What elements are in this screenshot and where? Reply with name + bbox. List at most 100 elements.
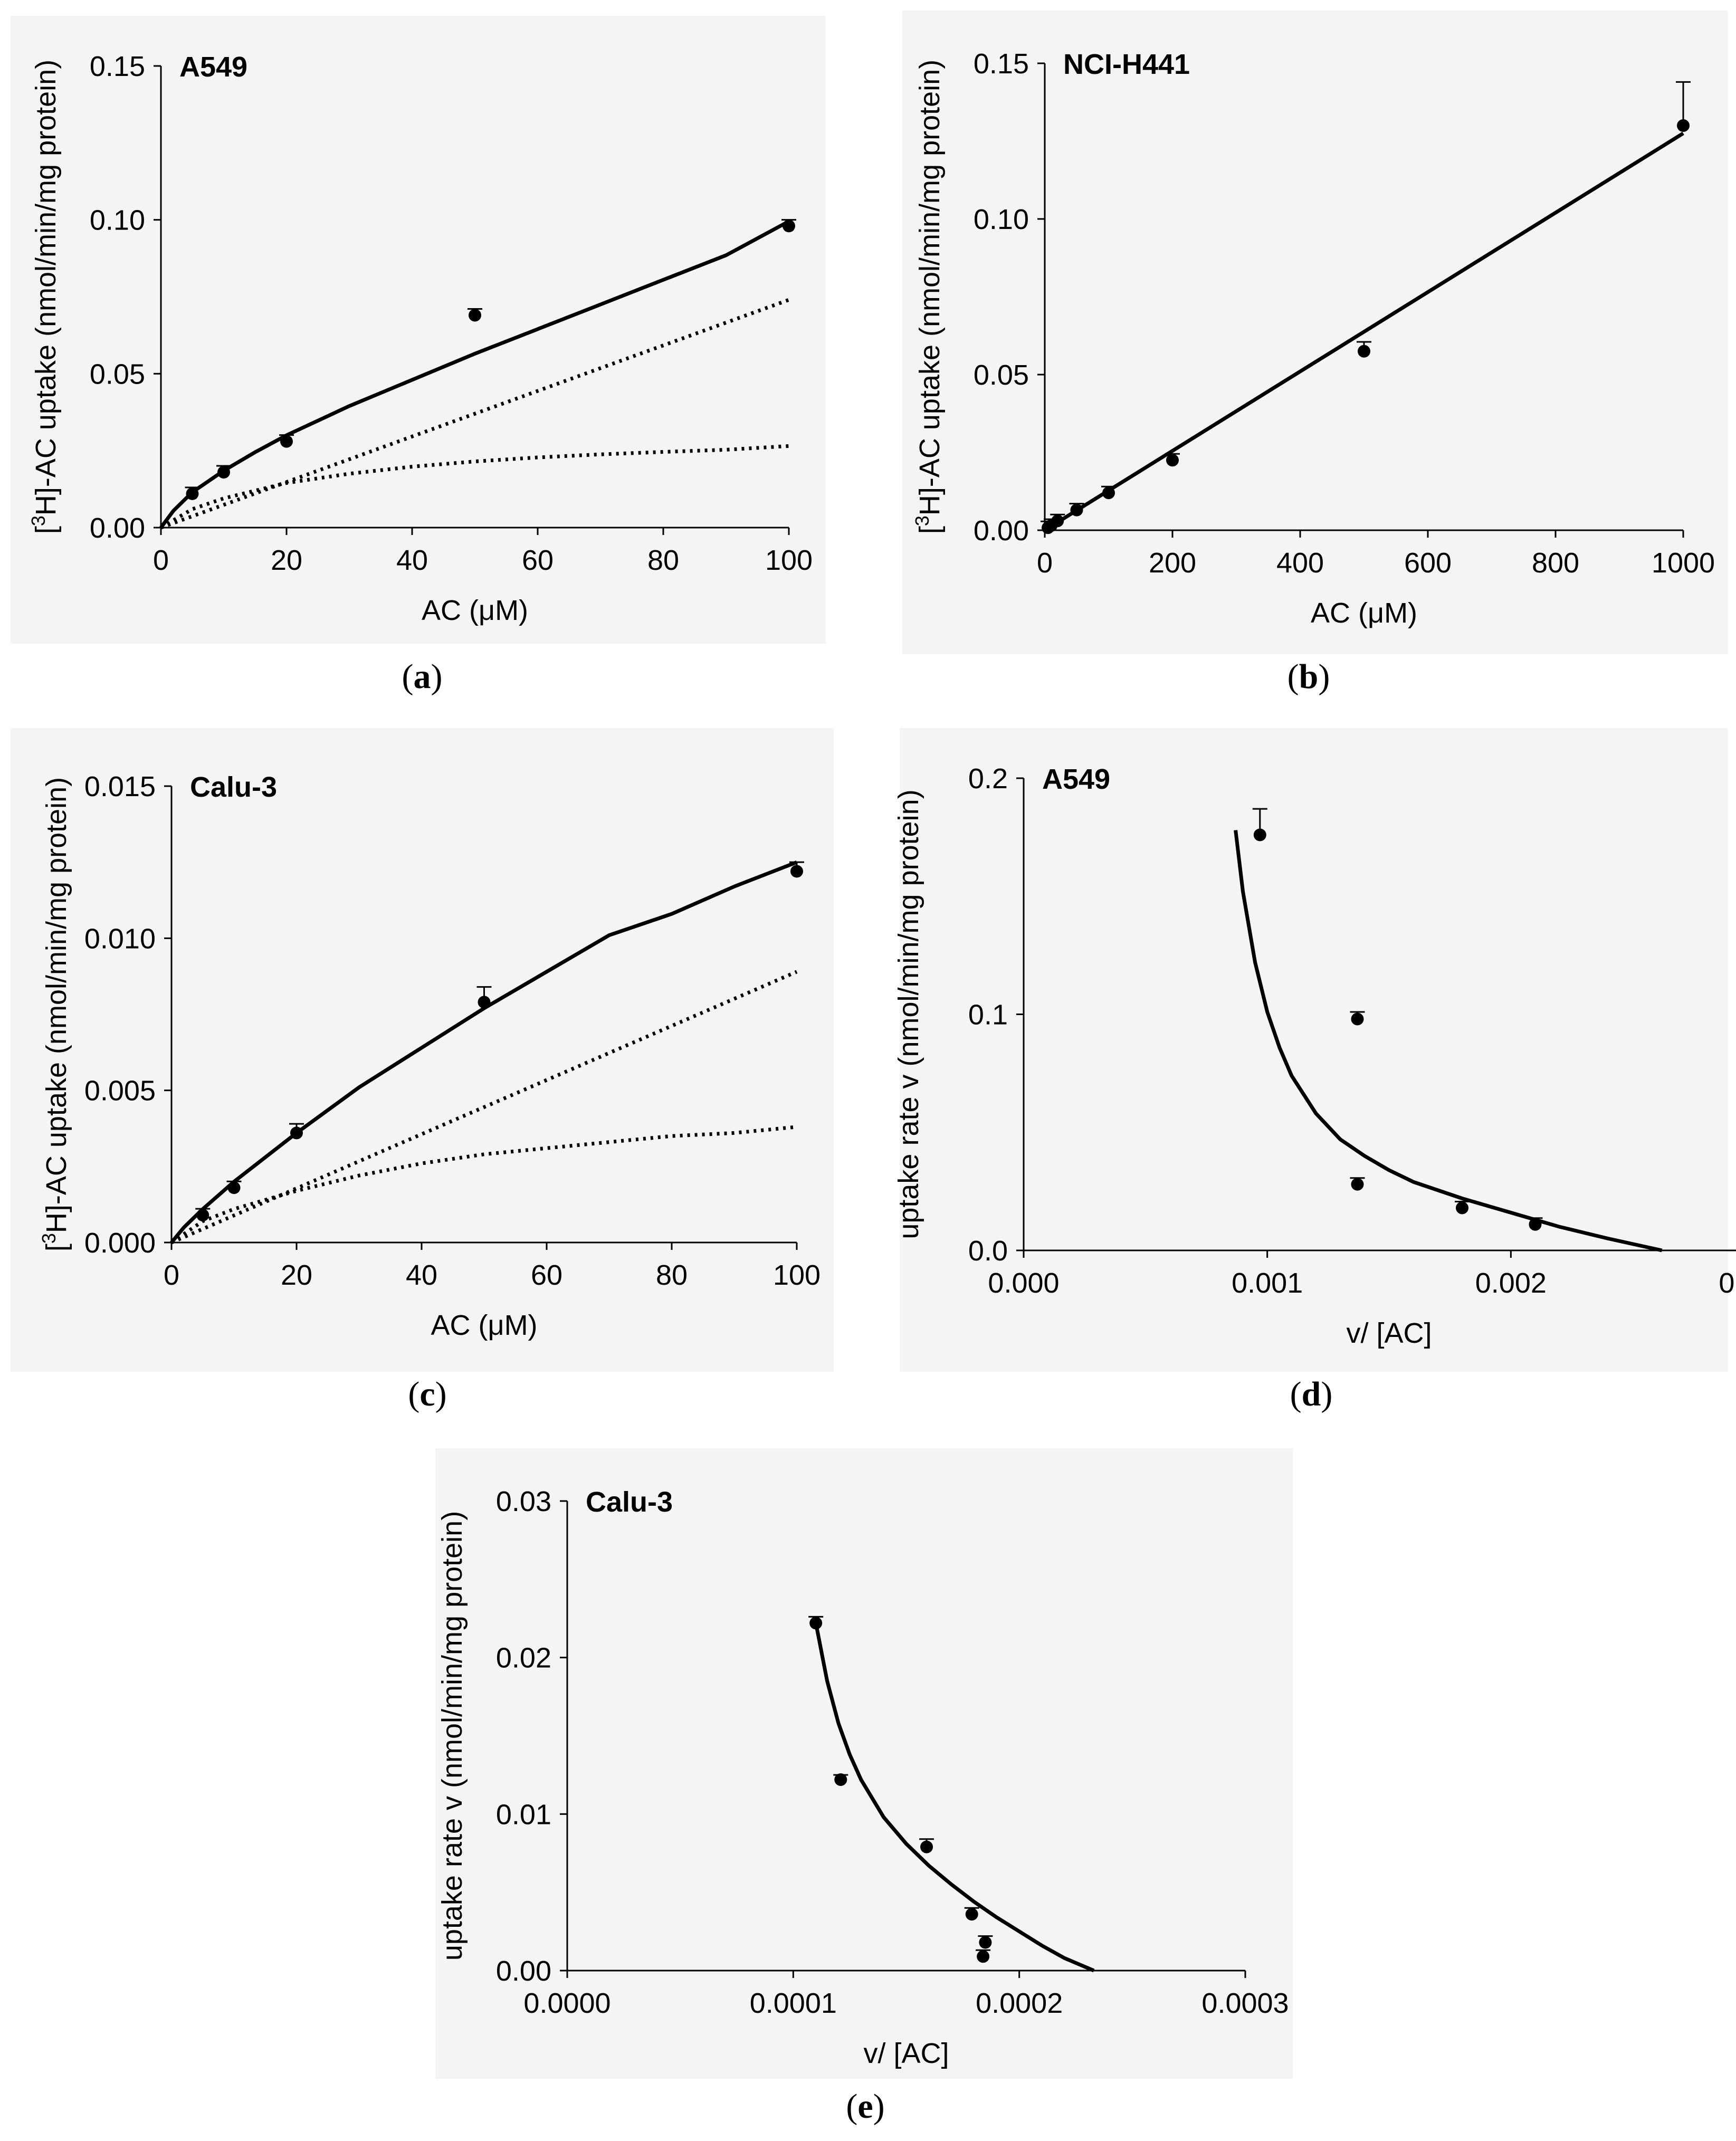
chart-d-y-axis-label: uptake rate v (nmol/min/mg protein) <box>893 789 924 1239</box>
chart-b-data-point <box>1102 486 1115 500</box>
chart-c-x-tick-label: 100 <box>773 1259 821 1291</box>
chart-b-x-tick-label: 600 <box>1404 547 1452 579</box>
chart-d-x-tick-label: 0.000 <box>988 1267 1059 1299</box>
chart-e-y-axis-label: uptake rate v (nmol/min/mg protein) <box>436 1511 468 1961</box>
chart-d-cell-line-label: A549 <box>1042 763 1110 795</box>
chart-c-cell-line-label: Calu-3 <box>190 771 277 803</box>
chart-c-x-axis-label: AC (μM) <box>431 1310 537 1341</box>
chart-d-data-point <box>1351 1012 1364 1026</box>
chart-a-data-point <box>186 487 199 500</box>
chart-a-x-tick-label: 40 <box>396 544 428 576</box>
chart-a-x-axis-label: AC (μM) <box>422 595 528 626</box>
chart-d: 0.000 0.001 0.002 0.003 0.0 0.1 0.2 v/ [AC] upta… <box>893 763 1736 1349</box>
chart-a-data-point <box>469 309 481 322</box>
chart-a-x-tick-label: 80 <box>647 544 679 576</box>
chart-e: 0.0000 0.0001 0.0002 0.0003 0.00 0.01 0.02 0.03… <box>436 1486 1289 2069</box>
chart-c-series-total-fit <box>170 860 798 1244</box>
chart-a-y-tick-label: 0.15 <box>90 51 145 82</box>
chart-a-data-point <box>783 219 795 233</box>
chart-c-series-linear-component <box>170 970 798 1245</box>
chart-b-y-tick-label: 0.15 <box>974 48 1029 80</box>
chart-d-x-tick-label: 0.003 <box>1719 1267 1736 1299</box>
chart-c-data-point <box>227 1181 241 1194</box>
chart-b-y-axis-label: [3H]-AC uptake (nmol/min/mg protein) <box>911 60 946 534</box>
chart-c-x-tick-label: 40 <box>406 1259 437 1291</box>
chart-e-x-tick-label: 0.0003 <box>1201 1987 1289 2019</box>
chart-b-x-tick-label: 800 <box>1532 547 1579 579</box>
chart-c-data-point <box>478 996 491 1009</box>
chart-b-x-tick-label: 1000 <box>1652 547 1715 579</box>
chart-e-y-tick-label: 0.03 <box>496 1486 551 1517</box>
chart-c-y-tick-label: 0.010 <box>84 923 156 954</box>
chart-c-data-point <box>290 1126 303 1140</box>
chart-e-data-point <box>809 1617 823 1630</box>
chart-e-data-point <box>965 1908 978 1921</box>
chart-e-data-point <box>977 1950 990 1963</box>
chart-d-y-tick-label: 0.1 <box>968 999 1008 1031</box>
chart-d-x-tick-label: 0.001 <box>1232 1267 1303 1299</box>
caption-a: (a) <box>402 657 443 696</box>
chart-b-x-axis-label: AC (μM) <box>1311 597 1417 629</box>
chart-d-data-point <box>1529 1218 1542 1231</box>
chart-panel-c: 0 20 40 60 80 100 0.000 0.005 0.010 0.015 AC (μM) [… <box>11 728 834 1372</box>
chart-e-series-fit <box>814 1622 1095 1973</box>
chart-panel-e: 0.0000 0.0001 0.0002 0.0003 0.00 0.01 0.02 0.03… <box>435 1448 1293 2079</box>
chart-b-y-tick-label: 0.00 <box>974 515 1029 547</box>
chart-a-y-tick-label: 0.05 <box>90 358 145 390</box>
chart-c-x-tick-label: 20 <box>281 1259 312 1291</box>
chart-e-cell-line-label: Calu-3 <box>586 1486 673 1518</box>
chart-c-series-saturable-component <box>170 1125 797 1244</box>
chart-e-y-tick-label: 0.02 <box>496 1642 551 1674</box>
chart-panel-a: 0 20 40 60 80 100 0.00 0.05 0.10 0.15 AC (μM) [3H]-… <box>11 16 826 644</box>
chart-e-data-point <box>834 1773 847 1786</box>
chart-a-cell-line-label: A549 <box>179 51 247 83</box>
caption-d: (d) <box>1290 1375 1333 1413</box>
chart-a-x-tick-label: 20 <box>271 544 302 576</box>
chart-c-x-tick-label: 0 <box>164 1259 179 1291</box>
chart-b-cell-line-label: NCI-H441 <box>1063 49 1190 80</box>
chart-e-y-tick-label: 0.00 <box>496 1955 551 1987</box>
chart-a-series-saturable-component <box>160 444 789 530</box>
chart-panel-d: 0.000 0.001 0.002 0.003 0.0 0.1 0.2 v/ [AC] upta… <box>893 728 1736 1372</box>
chart-a-x-tick-label: 0 <box>153 544 169 576</box>
chart-a-data-point <box>217 466 230 479</box>
chart-d-data-point <box>1456 1201 1468 1215</box>
chart-b-x-tick-label: 0 <box>1037 547 1053 579</box>
chart-a-y-axis-label: [3H]-AC uptake (nmol/min/mg protein) <box>27 60 62 534</box>
chart-d-y-tick-label: 0.0 <box>968 1235 1008 1267</box>
chart-b-x-tick-label: 400 <box>1276 547 1324 579</box>
chart-e-y-tick-label: 0.01 <box>496 1799 551 1830</box>
chart-b: 0 200 400 600 800 1000 0.00 0.05 0.10 0.15 AC (μM)… <box>911 48 1715 629</box>
chart-e-x-tick-label: 0.0001 <box>750 1987 837 2019</box>
chart-c-y-tick-label: 0.015 <box>84 771 156 802</box>
chart-e-data-point <box>979 1936 992 1949</box>
chart-e-x-tick-label: 0.0000 <box>523 1987 611 2019</box>
chart-b-y-tick-label: 0.05 <box>974 359 1029 391</box>
chart-d-x-tick-label: 0.002 <box>1475 1267 1547 1299</box>
chart-c-y-axis-label: [3H]-AC uptake (nmol/min/mg protein) <box>38 777 73 1251</box>
caption-b: (b) <box>1287 657 1330 696</box>
chart-b-data-point <box>1051 514 1064 528</box>
chart-panel-b: 0 200 400 600 800 1000 0.00 0.05 0.10 0.15 AC (μM)… <box>902 11 1728 654</box>
chart-a-y-tick-label: 0.10 <box>90 205 145 236</box>
chart-c-x-tick-label: 80 <box>656 1259 688 1291</box>
chart-e-data-point <box>920 1840 933 1853</box>
chart-b-series-linear-fit <box>1044 131 1684 532</box>
chart-a-data-point <box>280 435 293 448</box>
chart-a-x-tick-label: 100 <box>765 544 813 576</box>
caption-c: (c) <box>408 1375 447 1413</box>
chart-d-data-point <box>1253 828 1266 842</box>
chart-a-series-linear-component <box>160 298 790 530</box>
chart-c-y-tick-label: 0.000 <box>84 1227 156 1259</box>
chart-c-y-tick-label: 0.005 <box>84 1075 156 1107</box>
chart-c-data-point <box>790 865 803 878</box>
chart-c-data-point <box>196 1209 209 1222</box>
chart-d-y-tick-label: 0.2 <box>968 763 1008 795</box>
chart-b-x-tick-label: 200 <box>1149 547 1196 579</box>
chart-d-x-axis-label: v/ [AC] <box>1346 1317 1432 1349</box>
chart-a-y-tick-label: 0.00 <box>90 512 145 544</box>
chart-a: 0 20 40 60 80 100 0.00 0.05 0.10 0.15 AC (μM) [3H]-… <box>27 51 813 626</box>
chart-e-x-tick-label: 0.0002 <box>976 1987 1063 2019</box>
chart-d-data-point <box>1351 1178 1364 1191</box>
chart-b-y-tick-label: 0.10 <box>974 204 1029 235</box>
